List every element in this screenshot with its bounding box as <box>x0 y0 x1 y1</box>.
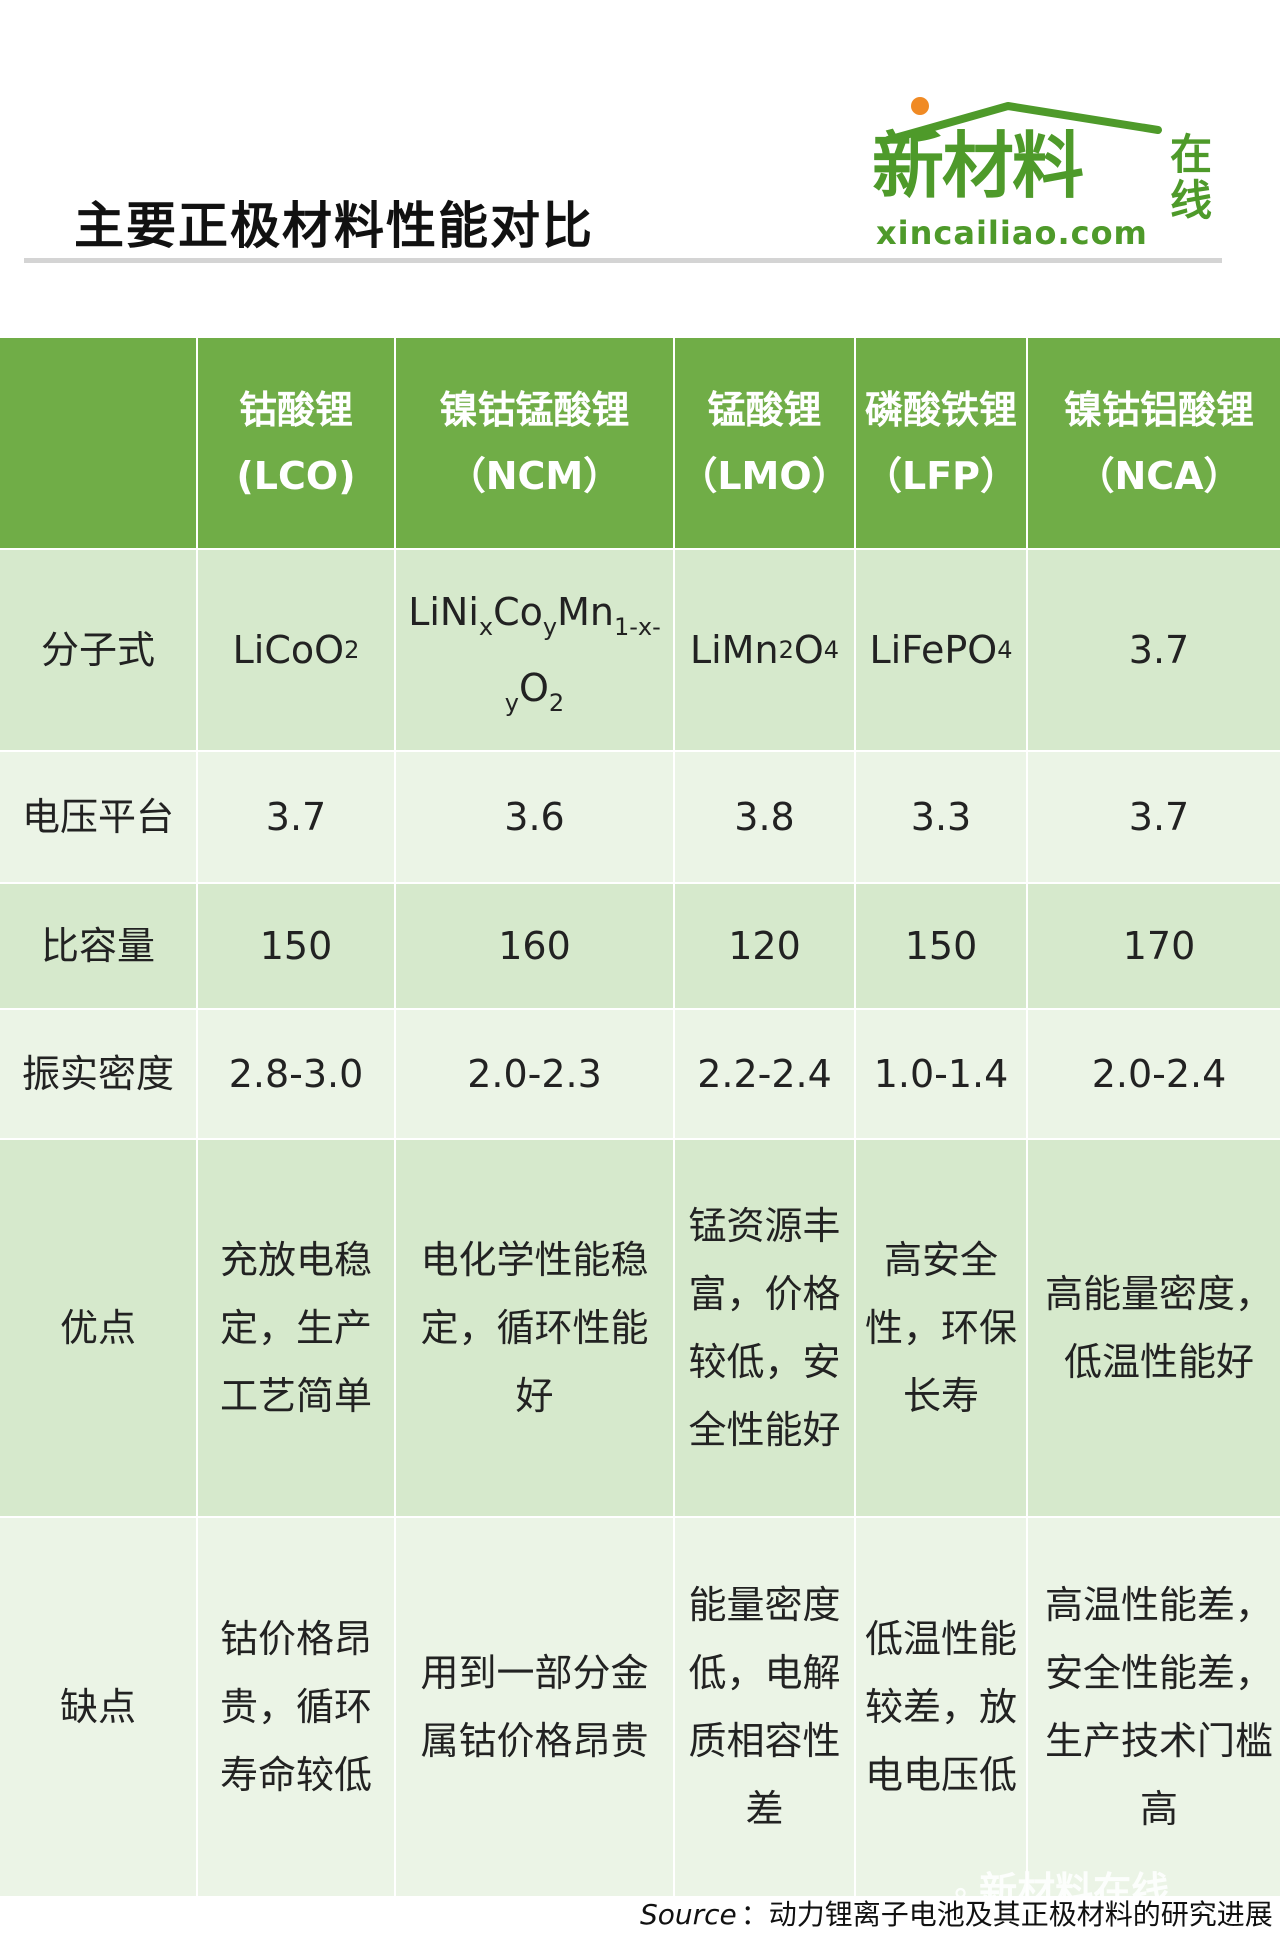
logo-side-text: 在线 <box>1169 130 1212 225</box>
table-cell: LiFePO 4 <box>856 550 1026 750</box>
house-roof-icon <box>884 97 1162 144</box>
source-citation: Source ：动力锂离子电池及其正极材料的研究进展 <box>640 1893 1273 1933</box>
column-abbr: （LMO） <box>679 454 850 498</box>
table-cell: 3.8 <box>675 752 854 882</box>
table-cell: 2.2-2.4 <box>675 1010 854 1138</box>
logo-domain: xincailiao.com <box>876 214 1148 252</box>
logo: 新材料 在线 xincailiao.com <box>868 92 1220 252</box>
source-label: Source <box>640 1898 737 1931</box>
page-title: 主要正极材料性能对比 <box>74 197 594 255</box>
row-label-cons: 缺点 <box>0 1518 196 1896</box>
table-header-corner <box>0 338 196 548</box>
row-label-voltage: 电压平台 <box>0 752 196 882</box>
watermark-text: 新材料在线 <box>979 1869 1170 1913</box>
table-cell: LiCoO 2 <box>198 550 394 750</box>
table-cell: 高安全性，环保长寿 <box>856 1140 1026 1516</box>
header-divider <box>24 258 1222 263</box>
table-cell: 3.6 <box>396 752 673 882</box>
table-cell: 150 <box>198 884 394 1008</box>
source-text: ：动力锂离子电池及其正极材料的研究进展 <box>740 1898 1273 1931</box>
table-cell: 2.0-2.3 <box>396 1010 673 1138</box>
table-cell: 3.7 <box>1028 752 1280 882</box>
logo-wordmark: 新材料 <box>872 124 1084 208</box>
table-cell: 2.8-3.0 <box>198 1010 394 1138</box>
column-abbr: （NCA） <box>1076 454 1242 498</box>
table-cell: LiNixCoyMn1-x-yO2 <box>396 550 673 750</box>
table-cell: 2.0-2.4 <box>1028 1010 1280 1138</box>
column-name: 镍钴铝酸锂 <box>1063 388 1254 432</box>
column-header-lmo: 锰酸锂 （LMO） <box>675 338 854 548</box>
table-cell: LiMn 2 O 4 <box>675 550 854 750</box>
column-abbr: (LCO) <box>236 454 356 498</box>
row-label-formula: 分子式 <box>0 550 196 750</box>
table-cell: 3.7 <box>198 752 394 882</box>
column-header-lfp: 磷酸铁锂 （LFP） <box>856 338 1026 548</box>
wechat-icon: ⚬ <box>948 1877 974 1912</box>
table-cell: 120 <box>675 884 854 1008</box>
table-cell: 充放电稳定，生产工艺简单 <box>198 1140 394 1516</box>
table-cell: 3.3 <box>856 752 1026 882</box>
column-header-ncm: 镍钴锰酸锂 （NCM） <box>396 338 673 548</box>
column-name: 锰酸锂 <box>707 388 822 432</box>
table-cell: 用到一部分金属钴价格昂贵 <box>396 1518 673 1896</box>
table-cell: 高能量密度，低温性能好 <box>1028 1140 1280 1516</box>
comparison-table: 钴酸锂 (LCO) 镍钴锰酸锂 （NCM） 锰酸锂 （LMO） 磷酸铁锂 （LF… <box>0 338 1280 1896</box>
column-header-lco: 钴酸锂 (LCO) <box>198 338 394 548</box>
row-label-density: 振实密度 <box>0 1010 196 1138</box>
row-label-pros: 优点 <box>0 1140 196 1516</box>
table-cell: 能量密度低，电解质相容性差 <box>675 1518 854 1896</box>
table-cell: 低温性能较差，放电电压低 <box>856 1518 1026 1896</box>
table-cell: 钴价格昂贵，循环寿命较低 <box>198 1518 394 1896</box>
table-cell: 170 <box>1028 884 1280 1008</box>
column-name: 钴酸锂 <box>238 388 353 432</box>
table-cell: 150 <box>856 884 1026 1008</box>
row-label-capacity: 比容量 <box>0 884 196 1008</box>
column-name: 磷酸铁锂 <box>864 388 1017 432</box>
column-header-nca: 镍钴铝酸锂 （NCA） <box>1028 338 1280 548</box>
table-cell: 160 <box>396 884 673 1008</box>
watermark: ⚬ 新材料在线 <box>948 1860 1169 1915</box>
table-cell: 锰资源丰富，价格较低，安全性能好 <box>675 1140 854 1516</box>
table-cell: 高温性能差，安全性能差，生产技术门槛高 <box>1028 1518 1280 1896</box>
column-abbr: （LFP） <box>863 454 1019 498</box>
table-cell: 3.7 <box>1028 550 1280 750</box>
table-cell: 电化学性能稳定，循环性能好 <box>396 1140 673 1516</box>
column-name: 镍钴锰酸锂 <box>439 388 630 432</box>
column-abbr: （NCM） <box>447 454 622 498</box>
table-cell: 1.0-1.4 <box>856 1010 1026 1138</box>
